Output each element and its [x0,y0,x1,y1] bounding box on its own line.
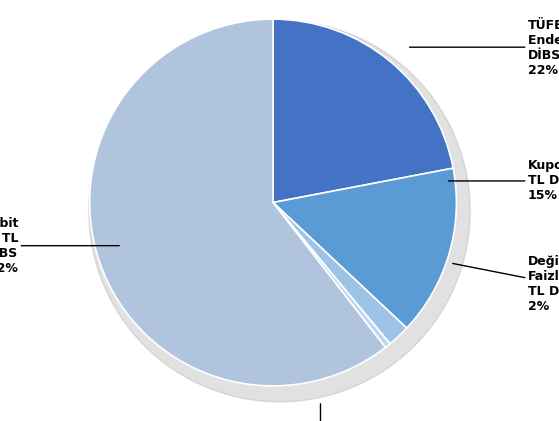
Text: Kuponsuz
TL DİBS
15%: Kuponsuz TL DİBS 15% [448,160,559,203]
Wedge shape [273,168,456,328]
Wedge shape [273,203,390,347]
Text: Sabit
Kuponlu TL
DİBS
62%: Sabit Kuponlu TL DİBS 62% [0,217,119,274]
Wedge shape [273,203,407,344]
Ellipse shape [89,21,470,402]
Text: TÜFE'ye
Endeksli TL
DİBS
22%: TÜFE'ye Endeksli TL DİBS 22% [410,17,559,77]
Wedge shape [273,19,453,203]
Text: TL Cinsi
GES
0%: TL Cinsi GES 0% [293,404,348,421]
Wedge shape [89,19,385,386]
Text: Değişken
Faizli
TL DİBS
2%: Değişken Faizli TL DİBS 2% [453,256,559,314]
